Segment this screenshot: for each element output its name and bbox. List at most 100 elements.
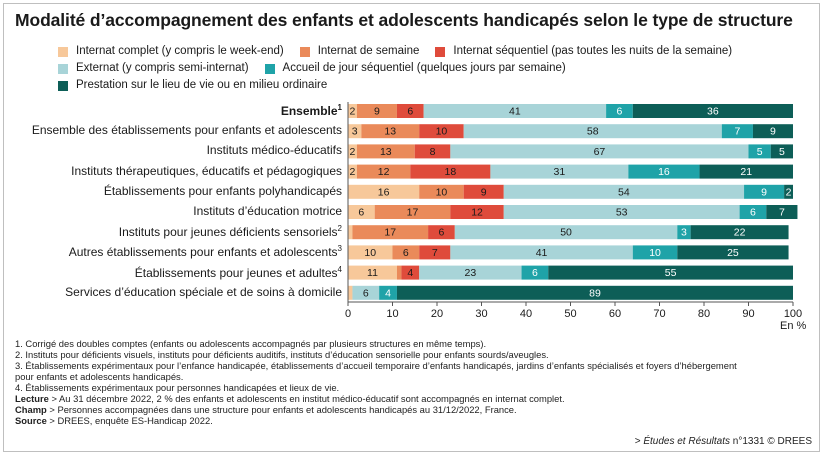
bar-segment (348, 205, 375, 219)
category-label: Ensemble1 (280, 103, 342, 118)
data-label: 9 (374, 106, 380, 118)
bar-segment (348, 144, 357, 159)
bar-segment (632, 245, 678, 260)
legend-swatch (264, 63, 275, 74)
bar-segment (419, 124, 464, 139)
footnote-1: 1. Corrigé des doubles comptes (enfants … (15, 338, 487, 349)
bar-segment (379, 285, 397, 300)
x-tick-label: 0 (345, 308, 351, 320)
legend-item-accueil-jour: Accueil de jour séquentiel (quelques jou… (264, 60, 566, 77)
bar-segment (463, 124, 722, 139)
data-label: 17 (407, 207, 419, 219)
data-label: 67 (594, 146, 606, 158)
data-label: 2 (350, 146, 356, 158)
data-label: 9 (761, 186, 767, 198)
bar-segment (356, 144, 415, 159)
bar-segment (721, 124, 753, 139)
bar-segment (450, 205, 504, 219)
legend-item-internat-semaine: Internat de semaine (299, 43, 419, 60)
bar-segment (396, 285, 793, 300)
legend: Internat complet (y compris le week-end)… (58, 43, 818, 94)
bar-segment (739, 205, 767, 219)
bar-segment (428, 225, 455, 240)
data-label: 6 (750, 207, 756, 219)
x-tick-label: 10 (386, 308, 398, 320)
category-label: Services d’éducation spéciale et de soin… (65, 284, 342, 299)
note-champ: Champ > Personnes accompagnées dans une … (15, 404, 517, 415)
data-label: 31 (554, 166, 566, 178)
bar-segment (419, 265, 522, 280)
data-label: 16 (378, 186, 390, 198)
bar-segment (356, 104, 397, 118)
bar-segment (348, 265, 397, 280)
data-label: 58 (587, 126, 599, 138)
footnotes: 1. Corrigé des doubles comptes (enfants … (15, 338, 810, 426)
data-label: 17 (384, 227, 396, 239)
data-label: 12 (378, 166, 390, 178)
bar-segment (396, 104, 424, 118)
category-label: Instituts d’éducation motrice (193, 204, 342, 218)
data-label: 13 (384, 126, 396, 138)
legend-swatch (58, 46, 68, 57)
footnote-3a: 3. Établissements expérimentaux pour l’e… (15, 360, 737, 371)
bar-segment (699, 164, 793, 179)
bar-segment (450, 245, 633, 260)
data-label: 8 (430, 146, 436, 158)
data-label: 10 (364, 247, 376, 259)
bar-segment (352, 285, 380, 300)
bar-segment (392, 245, 420, 260)
data-label: 9 (481, 186, 487, 198)
bar-segment (677, 245, 789, 260)
bar-segment (784, 184, 793, 199)
chart-frame (3, 3, 820, 452)
category-label: Instituts pour jeunes déficients sensori… (118, 224, 342, 240)
data-label: 10 (436, 126, 448, 138)
bar-segment (677, 225, 691, 240)
x-tick-label: 90 (742, 308, 754, 320)
data-label: 6 (403, 247, 409, 259)
bar-segment (690, 225, 789, 240)
chart-title: Modalité d’accompagnement des enfants et… (15, 10, 793, 30)
bar-segment (748, 144, 771, 159)
data-label: 21 (740, 166, 752, 178)
data-label: 2 (350, 106, 356, 118)
x-tick-label: 100 (784, 308, 802, 320)
data-label: 7 (432, 247, 438, 259)
data-label: 6 (617, 106, 623, 118)
legend-item-internat-sequentiel: Internat séquentiel (pas toutes les nuit… (435, 43, 732, 60)
legend-item-prestation: Prestation sur le lieu de vie ou en mili… (58, 77, 327, 94)
data-label: 9 (770, 126, 776, 138)
data-label: 53 (616, 207, 628, 219)
footnote-2: 2. Instituts pour déficients visuels, in… (15, 349, 549, 360)
legend-item-externat: Externat (y compris semi-internat) (58, 60, 249, 77)
data-label: 6 (532, 267, 538, 279)
x-tick-label: 60 (609, 308, 621, 320)
bar-segment (348, 124, 362, 139)
data-label: 10 (436, 186, 448, 198)
bar-segment (348, 164, 357, 179)
bar-segment (396, 265, 402, 280)
category-label: Établissements pour jeunes et adultes4 (134, 264, 342, 280)
data-label: 3 (681, 227, 687, 239)
data-label: 6 (363, 287, 369, 299)
bar-segment (348, 225, 353, 240)
footnote-4: 4. Établissements expérimentaux pour per… (15, 382, 340, 393)
data-label: 50 (560, 227, 572, 239)
data-label: 25 (727, 247, 739, 259)
bar-segment (548, 265, 793, 280)
category-label: Instituts thérapeutiques, éducatifs et p… (71, 163, 342, 178)
data-label: 36 (707, 106, 719, 118)
data-label: 13 (380, 146, 392, 158)
note-source: Source > DREES, enquête ES-Handicap 2022… (15, 415, 213, 426)
x-tick-label: 50 (564, 308, 576, 320)
bar-segment (628, 164, 700, 179)
note-lecture: Lecture > Au 31 décembre 2022, 2 % des e… (15, 393, 565, 404)
data-label: 23 (465, 267, 477, 279)
data-label: 2 (786, 186, 792, 198)
x-tick-label: 80 (698, 308, 710, 320)
category-label: Instituts médico-éducatifs (206, 143, 342, 158)
legend-item-internat-complet: Internat complet (y compris le week-end) (58, 43, 284, 60)
data-label: 11 (367, 267, 378, 279)
data-label: 4 (385, 287, 391, 299)
